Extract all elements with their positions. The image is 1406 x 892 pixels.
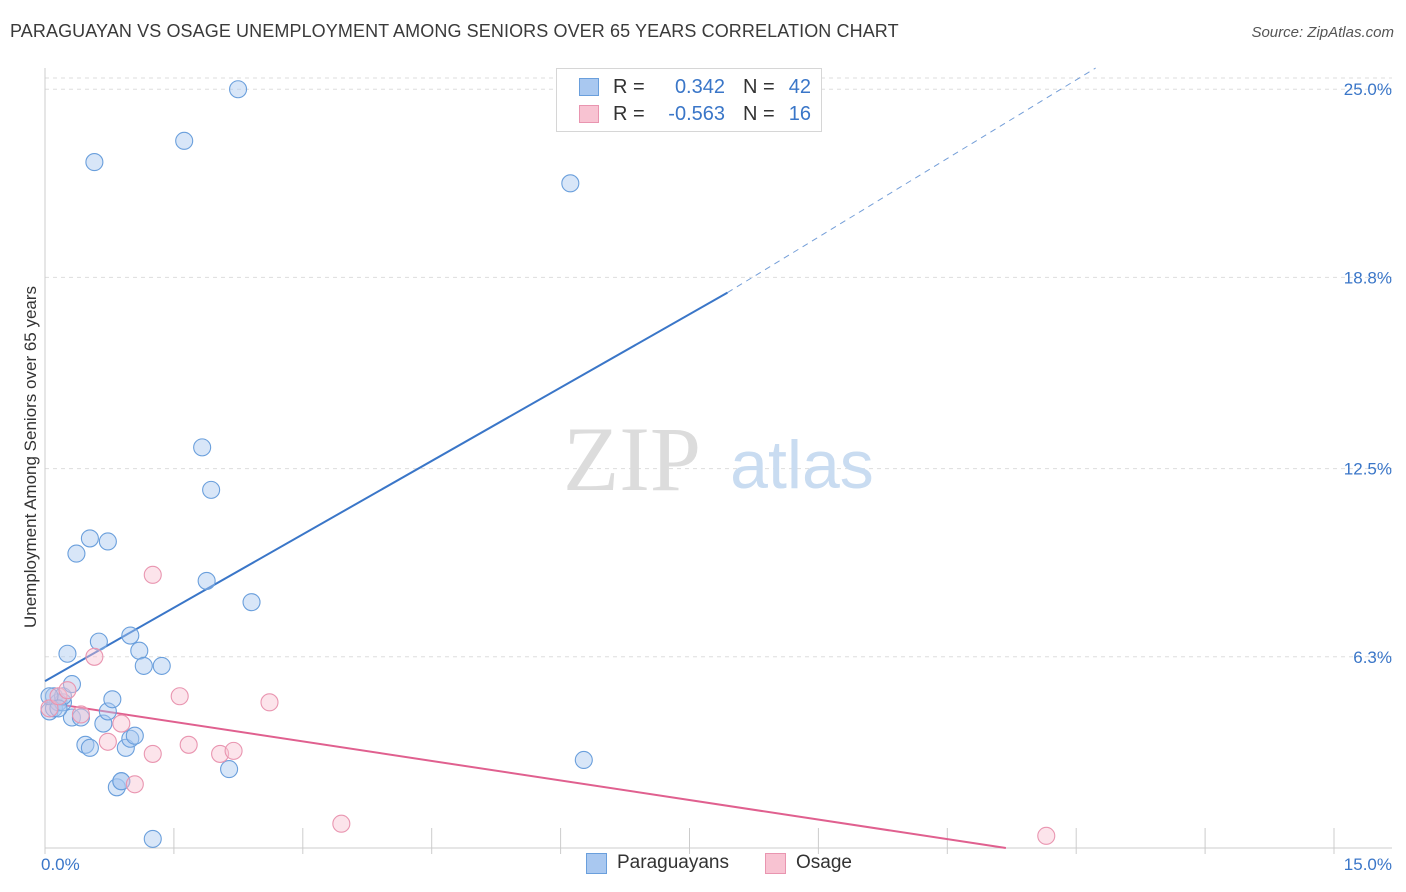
series-swatch-osage	[765, 852, 786, 874]
correlation-legend: R = 0.342 N = 42 R = -0.563 N = 16	[556, 68, 822, 132]
point-paraguayans	[143, 829, 162, 848]
point-paraguayans	[574, 750, 593, 770]
point-paraguayans	[242, 593, 261, 612]
series-legend-paraguayans[interactable]: Paraguayans	[586, 852, 729, 874]
point-osage	[49, 687, 68, 706]
series-legend: Paraguayans Osage	[0, 852, 1406, 876]
point-paraguayans	[197, 571, 216, 590]
point-osage	[125, 775, 144, 794]
point-paraguayans	[193, 438, 212, 457]
point-osage	[112, 714, 131, 733]
legend-n-value: 16	[788, 102, 811, 125]
point-paraguayans	[152, 656, 171, 675]
point-paraguayans	[80, 529, 99, 548]
point-osage	[143, 744, 162, 763]
point-osage	[1037, 826, 1056, 845]
point-paraguayans	[80, 738, 99, 757]
point-paraguayans	[121, 626, 140, 645]
y-tick-label: 6.3%	[1353, 648, 1392, 667]
series-swatch-paraguayans	[586, 852, 607, 874]
point-paraguayans	[98, 702, 117, 721]
y-tick-label: 18.8%	[1344, 268, 1392, 287]
legend-n-label: N =	[743, 75, 775, 98]
series-label-paraguayans: Paraguayans	[617, 852, 729, 873]
trend-extension-paraguayans	[727, 67, 1096, 294]
point-paraguayans	[125, 726, 144, 745]
point-paraguayans	[85, 153, 104, 172]
point-paraguayans	[112, 772, 131, 791]
data-points	[40, 80, 1056, 848]
point-osage	[58, 681, 77, 700]
point-paraguayans	[116, 738, 135, 757]
point-osage	[143, 565, 162, 584]
point-osage	[211, 744, 230, 763]
point-paraguayans	[561, 174, 580, 193]
point-paraguayans	[89, 632, 108, 651]
point-paraguayans	[134, 656, 153, 675]
chart-title: PARAGUAYAN VS OSAGE UNEMPLOYMENT AMONG S…	[10, 21, 899, 41]
point-paraguayans	[103, 690, 122, 709]
watermark-atlas: atlas	[730, 427, 874, 503]
axes	[44, 68, 1392, 854]
point-paraguayans	[98, 532, 117, 551]
legend-row-paraguayans: R = 0.342 N = 42	[579, 75, 811, 99]
point-paraguayans	[220, 760, 239, 779]
series-legend-osage[interactable]: Osage	[765, 852, 852, 874]
legend-r-value: 0.342	[674, 75, 725, 98]
gridlines	[45, 77, 1392, 658]
trend-line-paraguayans	[44, 291, 728, 682]
legend-r-value: -0.563	[668, 102, 725, 125]
x-tick-label-min: 0.0%	[41, 855, 80, 874]
trend-lines	[44, 67, 1096, 849]
legend-r-label: R =	[613, 75, 645, 98]
point-osage	[179, 735, 198, 754]
legend-r-label: R =	[613, 102, 645, 125]
point-paraguayans	[229, 80, 248, 99]
series-label-osage: Osage	[796, 852, 852, 873]
point-osage	[260, 693, 279, 712]
point-osage	[332, 814, 351, 833]
point-osage	[40, 699, 59, 718]
y-tick-label: 12.5%	[1344, 460, 1392, 479]
legend-row-osage: R = -0.563 N = 16	[579, 102, 811, 126]
point-osage	[98, 732, 117, 751]
point-osage	[85, 647, 104, 666]
trend-line-osage	[44, 701, 1007, 849]
legend-swatch-osage	[579, 105, 599, 123]
point-paraguayans	[130, 641, 149, 660]
watermark: ZIP atlas	[563, 408, 874, 510]
tick-labels: 6.3% 12.5% 18.8% 25.0% 0.0% 15.0%	[41, 80, 1392, 874]
watermark-zip: ZIP	[563, 408, 701, 510]
point-paraguayans	[94, 714, 113, 733]
legend-n-value: 42	[788, 75, 811, 98]
y-tick-label: 25.0%	[1344, 80, 1392, 99]
point-paraguayans	[67, 544, 86, 563]
point-paraguayans	[175, 131, 194, 150]
point-paraguayans	[58, 644, 77, 663]
point-osage	[224, 741, 243, 760]
x-tick-label-max: 15.0%	[1344, 855, 1392, 874]
source-label: Source: ZipAtlas.com	[1251, 24, 1394, 41]
point-osage	[71, 705, 90, 724]
legend-n-label: N =	[743, 102, 775, 125]
legend-swatch-paraguayans	[579, 78, 599, 96]
point-osage	[170, 687, 189, 706]
point-paraguayans	[202, 480, 221, 499]
